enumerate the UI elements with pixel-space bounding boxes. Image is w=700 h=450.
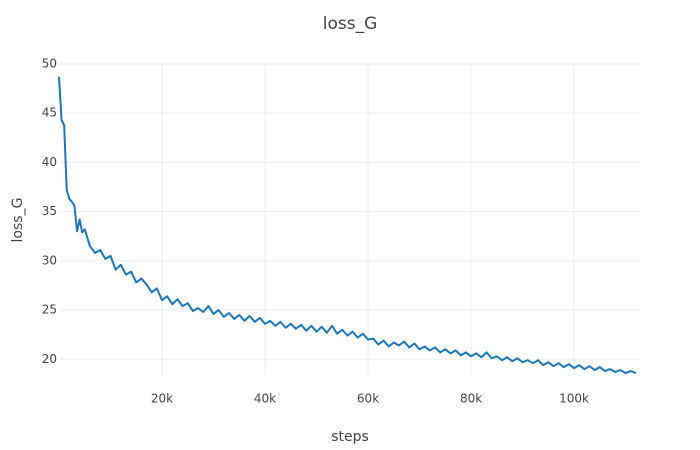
y-tick-label: 35 (42, 204, 57, 218)
y-tick-label: 30 (42, 253, 57, 267)
grid (59, 63, 640, 375)
line (58, 76, 637, 375)
x-tick-label: 40k (254, 392, 276, 406)
plot-area (58, 76, 637, 375)
y-axis-label: loss_G (10, 198, 26, 243)
x-tick-label: 20k (151, 392, 173, 406)
x-axis-label: steps (331, 429, 369, 445)
y-tick-label: 20 (42, 352, 57, 366)
y-tick-label: 25 (42, 303, 57, 317)
chart-title: loss_G (323, 14, 378, 34)
x-tick-label: 60k (357, 392, 379, 406)
y-tick-label: 50 (42, 57, 57, 71)
y-tick-label: 45 (42, 106, 57, 120)
x-tick-label: 100k (559, 392, 589, 406)
y-tick-label: 40 (42, 155, 57, 169)
x-tick-label: 80k (460, 392, 482, 406)
